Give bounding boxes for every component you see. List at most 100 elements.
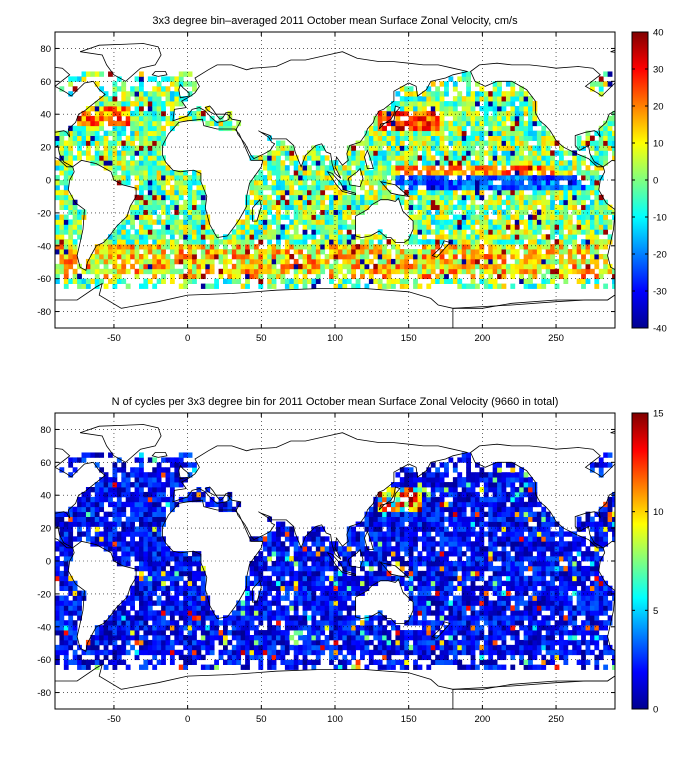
bin-cell: [187, 224, 193, 230]
bin-cell: [169, 101, 175, 107]
bin-cell: [307, 209, 312, 215]
bin-cell: [112, 175, 118, 181]
bin-cell: [541, 283, 547, 289]
bin-cell: [262, 175, 268, 181]
bin-cell: [63, 605, 69, 611]
bin-cell: [293, 546, 299, 552]
bin-cell: [209, 244, 215, 250]
bin-cell: [187, 258, 193, 265]
bin-cell: [169, 585, 175, 591]
bin-cell: [315, 541, 321, 547]
bin-cell: [399, 283, 405, 289]
bin-cell: [333, 575, 339, 582]
bin-cell: [280, 610, 286, 616]
bin-cell: [112, 551, 118, 557]
bin-cell: [169, 457, 175, 463]
bin-cell: [567, 239, 573, 245]
bin-cell: [161, 556, 166, 562]
bin-cell: [139, 254, 144, 260]
bin-cell: [315, 214, 321, 220]
bin-cell: [200, 244, 206, 250]
bin-cell: [116, 175, 122, 181]
bin-cell: [103, 263, 109, 270]
bin-cell: [293, 570, 299, 577]
bin-cell: [72, 639, 78, 646]
bin-cell: [293, 273, 299, 280]
bin-cell: [399, 96, 405, 102]
bin-cell: [94, 625, 100, 631]
bin-cell: [156, 194, 162, 201]
bin-cell: [147, 155, 153, 161]
bin-cell: [156, 506, 162, 513]
bin-cell: [147, 180, 153, 186]
bin-cell: [271, 155, 277, 161]
bin-cell: [461, 224, 467, 230]
bin-cell: [435, 175, 441, 181]
bin-cell: [324, 175, 330, 181]
bin-cell: [271, 234, 277, 240]
bin-cell: [187, 194, 193, 201]
bin-cell: [143, 110, 149, 117]
bin-cell: [112, 106, 118, 112]
bin-cell: [85, 106, 91, 112]
bin-cell: [439, 96, 445, 102]
bin-cell: [125, 175, 131, 181]
bin-cell: [514, 145, 520, 151]
bin-cell: [209, 639, 215, 646]
bin-cell: [475, 214, 480, 220]
bin-cell: [408, 130, 414, 136]
bin-cell: [121, 639, 127, 646]
bin-cell: [492, 229, 498, 235]
bin-cell: [567, 268, 573, 275]
bin-cell: [63, 610, 69, 616]
bin-cell: [152, 170, 158, 176]
bin-cell: [187, 273, 193, 280]
bin-cell: [448, 120, 454, 127]
bin-cell: [267, 249, 273, 255]
bin-cell: [311, 551, 317, 557]
bin-cell: [307, 204, 312, 210]
bin-cell: [174, 625, 180, 631]
bin-cell: [426, 219, 432, 225]
bin-cell: [324, 600, 330, 606]
bin-cell: [271, 659, 277, 665]
bin-cell: [125, 556, 131, 562]
bin-cell: [147, 565, 153, 572]
bin-cell: [108, 234, 113, 240]
bin-cell: [337, 635, 343, 641]
bin-cell: [404, 150, 410, 156]
bin-cell: [289, 239, 295, 245]
bin-cell: [457, 155, 463, 161]
bin-cell: [337, 263, 343, 270]
bin-cell: [68, 635, 74, 641]
bin-cell: [479, 184, 485, 191]
bin-cell: [169, 551, 175, 557]
bin-cell: [139, 184, 144, 191]
bin-cell: [108, 268, 113, 275]
bin-cell: [152, 106, 158, 112]
bin-cell: [143, 278, 149, 284]
bin-cell: [607, 140, 613, 146]
bin-cell: [262, 165, 268, 171]
bin-cell: [231, 273, 237, 280]
bin-cell: [99, 106, 105, 112]
bin-cell: [607, 125, 613, 132]
bin-cell: [554, 224, 560, 230]
bin-cell: [267, 536, 273, 542]
bin-cell: [169, 96, 175, 102]
bin-cell: [360, 160, 365, 166]
bin-cell: [85, 664, 91, 670]
bin-cell: [408, 204, 414, 210]
bin-cell: [329, 165, 334, 171]
bin-cell: [59, 644, 65, 651]
bin-cell: [448, 130, 454, 136]
bin-cell: [382, 263, 387, 270]
bin-cell: [307, 625, 312, 631]
bin-cell: [329, 239, 334, 245]
bin-cell: [289, 541, 295, 547]
bin-cell: [187, 254, 193, 260]
bin-cell: [368, 170, 374, 176]
bin-cell: [156, 511, 162, 517]
bin-cell: [258, 610, 264, 616]
bin-cell: [373, 125, 379, 132]
